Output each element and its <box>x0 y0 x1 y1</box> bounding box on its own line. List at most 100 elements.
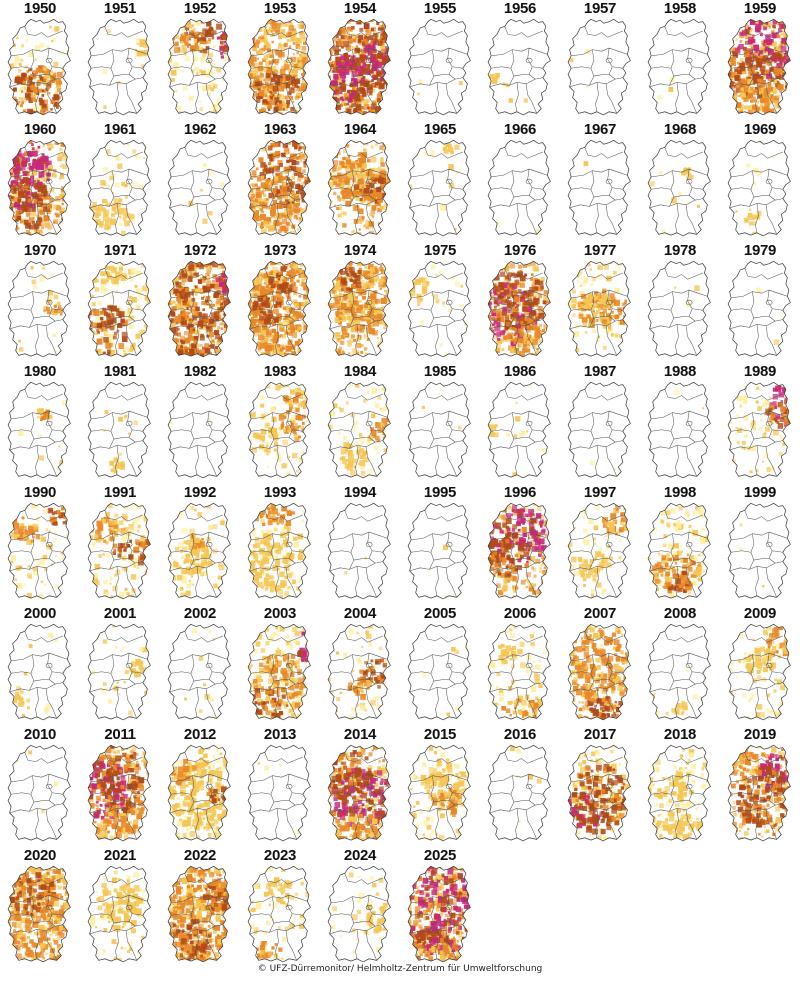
drought-pixel <box>97 331 100 334</box>
drought-pixel <box>102 181 107 186</box>
drought-pixel <box>282 296 285 300</box>
drought-pixel <box>129 295 133 300</box>
drought-pixel <box>429 150 435 156</box>
drought-pixel <box>46 79 50 84</box>
drought-pixel <box>370 38 376 44</box>
drought-pixel <box>12 183 16 187</box>
drought-pixel <box>118 266 124 271</box>
drought-pixel <box>253 202 259 208</box>
drought-pixel <box>229 75 231 79</box>
drought-pixel <box>771 32 777 38</box>
drought-pixel <box>27 108 34 115</box>
drought-pixel <box>360 183 364 187</box>
drought-pixel <box>285 151 289 155</box>
drought-pixel <box>764 103 770 109</box>
drought-pixel <box>100 288 107 295</box>
state-border <box>251 168 308 178</box>
drought-pixel <box>183 346 189 352</box>
drought-pixel <box>359 57 366 64</box>
drought-pixel <box>271 40 274 44</box>
drought-pixel <box>266 198 269 201</box>
drought-pixel <box>752 217 755 220</box>
drought-pixel <box>687 172 692 177</box>
drought-pixel <box>270 65 277 72</box>
drought-pixel <box>397 46 398 50</box>
drought-pixel <box>301 208 307 214</box>
drought-pixel <box>344 92 349 98</box>
drought-pixel <box>768 78 771 82</box>
drought-pixel <box>12 87 17 92</box>
drought-pixel <box>232 277 236 281</box>
drought-pixel <box>168 343 171 349</box>
drought-pixel <box>284 36 287 39</box>
drought-pixel <box>270 34 273 37</box>
drought-pixel <box>172 342 175 345</box>
drought-pixel <box>298 61 305 68</box>
drought-pixel <box>729 76 734 81</box>
drought-pixel <box>210 87 215 92</box>
drought-pixel <box>271 213 275 218</box>
drought-pixel <box>297 172 303 178</box>
drought-pixel <box>168 266 172 270</box>
drought-pixel <box>168 294 169 297</box>
drought-pixel <box>201 19 205 21</box>
drought-pixel <box>792 36 796 40</box>
drought-pixel <box>299 23 305 29</box>
drought-pixel <box>789 47 791 52</box>
drought-pixel <box>773 56 779 62</box>
drought-pixel <box>65 309 69 313</box>
state-border <box>171 308 191 311</box>
drought-pixel <box>366 19 372 22</box>
drought-pixel <box>143 157 146 159</box>
drought-pixel <box>103 212 108 217</box>
country-base <box>648 140 711 236</box>
drought-pixel <box>747 39 753 45</box>
drought-pixel <box>273 219 280 227</box>
drought-pixel <box>773 97 780 103</box>
drought-pixel <box>378 177 384 183</box>
drought-pixel <box>43 305 48 311</box>
city-state-border <box>605 57 613 64</box>
drought-pixel <box>106 202 111 207</box>
drought-pixel <box>168 262 172 267</box>
drought-pixel <box>376 61 383 68</box>
drought-pixel <box>215 316 220 321</box>
drought-pixel <box>735 87 742 93</box>
drought-pixel <box>83 332 86 335</box>
drought-pixel <box>221 34 227 40</box>
state-border <box>212 187 223 190</box>
drought-pixel <box>356 185 362 191</box>
drought-pixel <box>39 109 46 115</box>
drought-pixel <box>263 166 268 171</box>
state-border <box>35 203 39 233</box>
drought-pixel <box>170 318 175 323</box>
drought-pixel <box>25 212 31 217</box>
drought-pixel <box>45 140 48 141</box>
drought-pixel <box>195 45 200 50</box>
drought-pixel <box>96 329 100 333</box>
drought-pixel <box>355 57 360 63</box>
drought-pixel <box>328 40 329 45</box>
drought-pixel <box>168 71 172 75</box>
drought-pixel <box>728 88 730 91</box>
drought-pixel <box>48 165 54 170</box>
drought-pixel <box>214 291 220 297</box>
drought-pixel <box>381 55 386 60</box>
drought-pixel <box>753 167 759 174</box>
drought-pixel <box>208 92 211 96</box>
drought-pixel <box>359 188 363 192</box>
drought-pixel <box>122 207 128 214</box>
drought-pixel <box>361 91 367 97</box>
drought-pixel <box>336 25 340 29</box>
drought-pixel <box>21 101 25 105</box>
state-border <box>525 204 537 235</box>
drought-pixel <box>337 197 341 202</box>
drought-pixel <box>750 72 753 76</box>
drought-pixel <box>344 35 350 41</box>
drought-pixel <box>785 58 791 64</box>
drought-pixel <box>162 314 163 318</box>
drought-pixel <box>308 204 311 208</box>
drought-pixel <box>251 54 254 58</box>
drought-pixel <box>211 339 215 343</box>
drought-pixel <box>176 293 180 297</box>
